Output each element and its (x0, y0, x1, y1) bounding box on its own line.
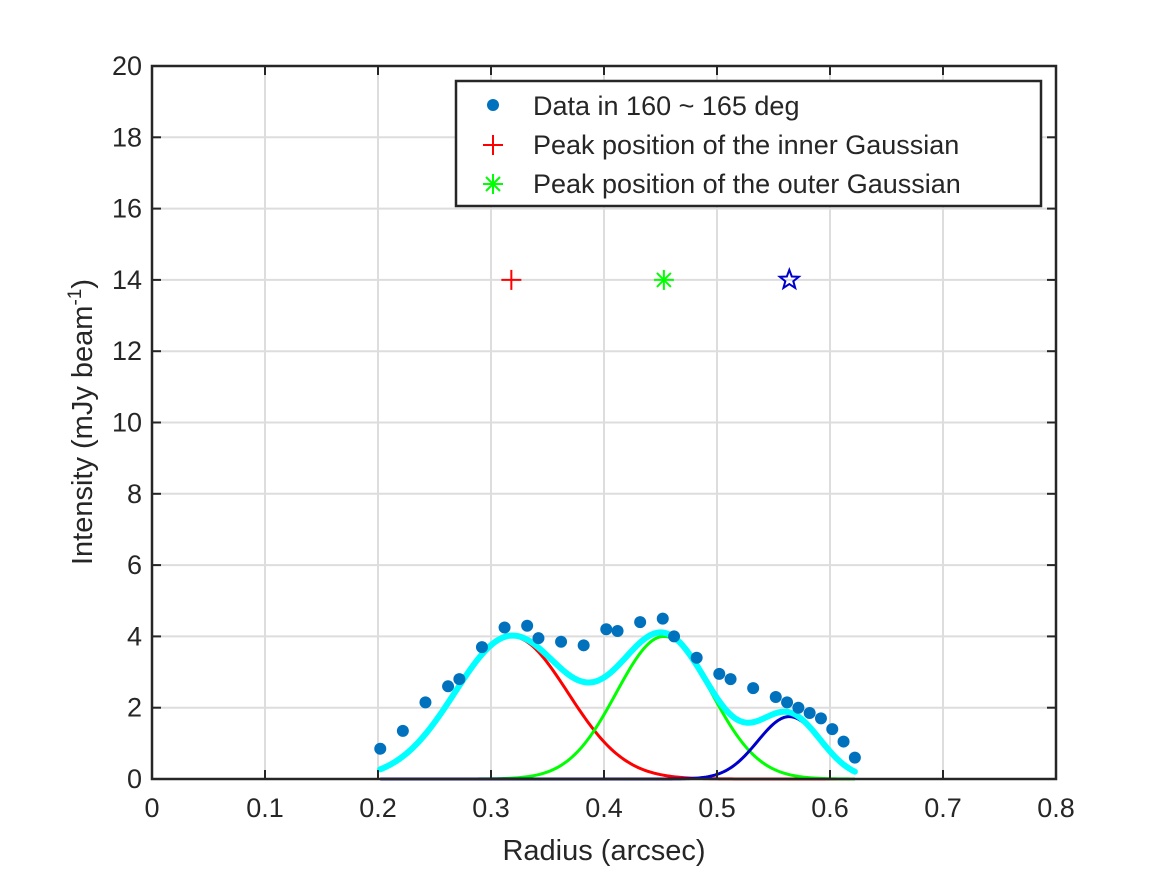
x-tick-label: 0 (144, 793, 159, 823)
data-point (475, 641, 488, 654)
data-point (690, 651, 703, 664)
x-tick-labels: 0 0.1 0.2 0.3 0.4 0.5 0.6 0.7 0.8 (144, 793, 1074, 823)
data-point (555, 635, 568, 648)
x-tick-label: 0.6 (811, 793, 849, 823)
data-point (656, 612, 669, 625)
data-point (803, 707, 816, 720)
data-point (792, 701, 805, 714)
axis-ticks (151, 65, 1057, 780)
x-tick-label: 0.1 (246, 793, 284, 823)
data-point (374, 742, 387, 755)
y-tick-label: 2 (127, 693, 142, 723)
x-tick-label: 0.3 (472, 793, 510, 823)
y-axis-label-end: ) (67, 279, 99, 289)
data-point (419, 696, 432, 709)
data-point (442, 680, 455, 693)
data-point (521, 619, 534, 632)
x-tick-label: 0.4 (585, 793, 623, 823)
peak-star-marker (777, 267, 802, 291)
legend-label-inner: Peak position of the inner Gaussian (533, 130, 959, 160)
x-tick-label: 0.7 (924, 793, 962, 823)
data-point (747, 682, 760, 695)
peak-plus-marker (501, 269, 522, 290)
y-tick-label: 14 (112, 265, 142, 295)
data-point (713, 667, 726, 680)
data-point (848, 751, 861, 764)
legend-label-data: Data in 160 ~ 165 deg (533, 91, 799, 121)
data-point (453, 673, 466, 686)
peak-asterisk-marker (653, 269, 674, 290)
x-tick-label: 0.8 (1037, 793, 1075, 823)
data-point (577, 639, 590, 652)
data-point (532, 632, 545, 645)
x-tick-label: 0.5 (698, 793, 736, 823)
y-tick-labels: 0 2 4 6 8 10 12 14 16 18 20 (112, 51, 142, 794)
legend-box (454, 79, 1043, 208)
data-point (611, 625, 624, 638)
legend-dot-icon (487, 99, 499, 111)
y-axis-label-superscript: -1 (65, 289, 86, 306)
data-point (724, 673, 737, 686)
y-tick-label: 12 (112, 336, 142, 366)
y-tick-label: 6 (127, 550, 142, 580)
y-tick-label: 18 (112, 122, 142, 152)
data-point (781, 696, 794, 709)
data-points (374, 612, 861, 764)
legend: Data in 160 ~ 165 deg Peak position of t… (454, 79, 1043, 208)
y-axis-label-main: Intensity (mJy beam (67, 306, 99, 565)
y-tick-label: 0 (127, 764, 142, 794)
y-axis-label: Intensity (mJy beam-1) (65, 279, 99, 565)
data-point (769, 691, 782, 704)
x-axis-label: Radius (arcsec) (502, 835, 705, 867)
x-tick-label: 0.2 (359, 793, 397, 823)
data-point (814, 712, 827, 725)
data-point (498, 621, 511, 634)
data-point (600, 623, 613, 636)
y-tick-label: 10 (112, 408, 142, 438)
data-point (396, 724, 409, 737)
peak-markers (501, 267, 802, 291)
y-tick-label: 16 (112, 194, 142, 224)
legend-plus-icon (483, 135, 503, 155)
y-tick-label: 8 (127, 479, 142, 509)
y-tick-label: 20 (112, 51, 142, 81)
data-point (837, 735, 850, 748)
data-point (826, 723, 839, 736)
data-point (668, 630, 681, 643)
data-point (634, 616, 647, 629)
y-tick-label: 4 (127, 621, 142, 651)
legend-asterisk-icon (483, 174, 503, 194)
total-fit-curve (377, 629, 858, 775)
legend-label-outer: Peak position of the outer Gaussian (533, 169, 961, 199)
